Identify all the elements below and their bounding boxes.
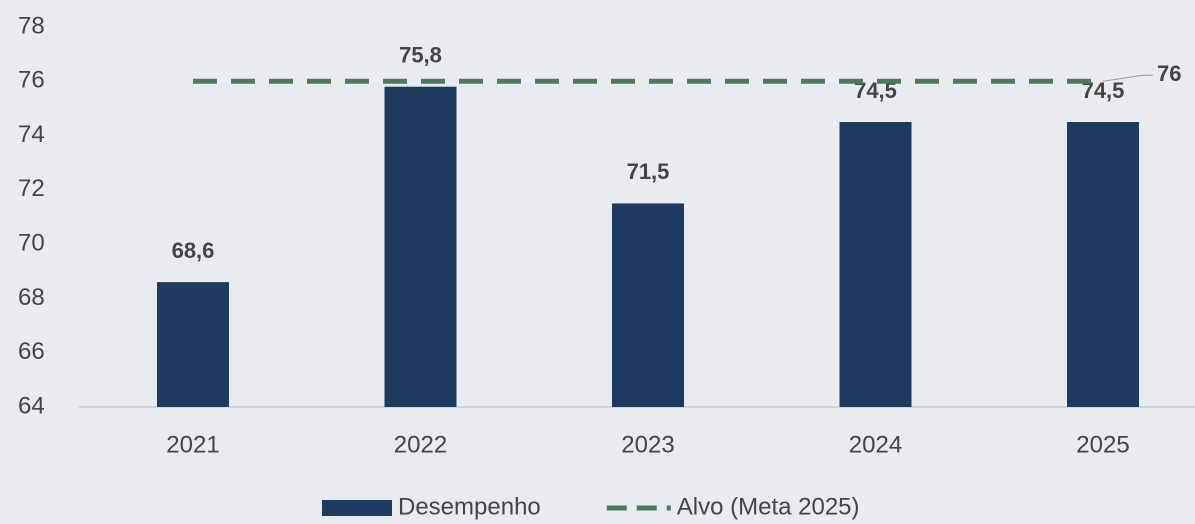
legend-label: Alvo (Meta 2025) bbox=[677, 493, 860, 520]
bar bbox=[839, 122, 912, 407]
legend-swatch bbox=[322, 500, 392, 516]
y-tick-label: 68 bbox=[18, 284, 45, 311]
data-label: 76 bbox=[1157, 61, 1181, 86]
y-tick-label: 76 bbox=[18, 67, 45, 94]
leader-line bbox=[1102, 74, 1153, 82]
bar bbox=[157, 282, 229, 407]
y-tick-label: 74 bbox=[18, 121, 45, 148]
data-label: 71,5 bbox=[627, 159, 670, 184]
x-tick-label: 2025 bbox=[1076, 431, 1129, 458]
y-tick-label: 72 bbox=[18, 175, 45, 202]
y-tick-label: 66 bbox=[18, 338, 45, 365]
x-tick-label: 2021 bbox=[166, 431, 219, 458]
bar bbox=[384, 86, 457, 407]
bar bbox=[1067, 122, 1139, 407]
y-tick-label: 78 bbox=[18, 12, 45, 39]
data-label: 68,6 bbox=[172, 238, 215, 263]
bar bbox=[612, 203, 684, 407]
y-tick-label: 70 bbox=[18, 229, 45, 256]
data-label: 75,8 bbox=[399, 43, 442, 68]
x-tick-label: 2023 bbox=[621, 431, 674, 458]
y-tick-label: 64 bbox=[18, 392, 45, 419]
legend-label: Desempenho bbox=[398, 493, 541, 520]
x-tick-label: 2022 bbox=[394, 431, 447, 458]
x-tick-label: 2024 bbox=[849, 431, 902, 458]
